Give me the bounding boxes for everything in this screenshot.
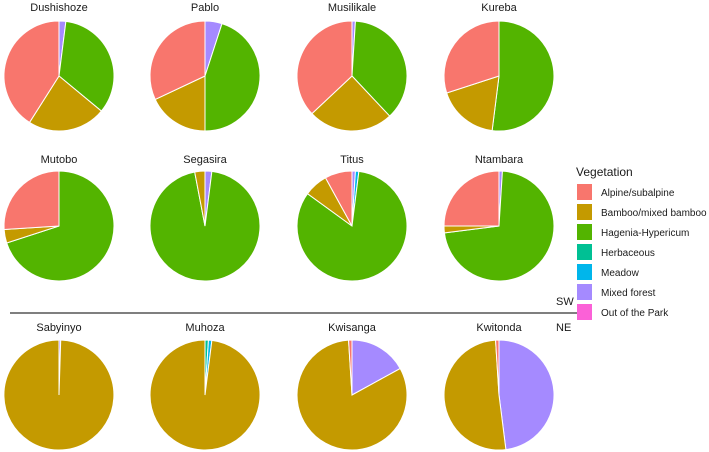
pie-slice-bamboo-mixed-bamboo	[194, 170, 206, 227]
panel-title: Muhoza	[185, 322, 225, 334]
panel-title: Ntambara	[475, 154, 524, 166]
pie-slice-bamboo-mixed-bamboo	[28, 75, 103, 132]
legend-swatch-alpine-subalpine	[577, 184, 592, 200]
legend-swatch-herbaceous	[577, 244, 592, 260]
pie-slice-hagenia-hypericum	[491, 20, 555, 132]
legend-title: Vegetation	[576, 165, 633, 179]
panel-title: Kwitonda	[476, 322, 522, 334]
pie-panel-kureba: Kureba	[443, 2, 555, 132]
pie-panel-muhoza: Muhoza	[149, 322, 261, 451]
pie-slice-hagenia-hypericum	[149, 170, 261, 282]
pie-slice-hagenia-hypericum	[351, 20, 408, 117]
legend: Vegetation Alpine/subalpine Bamboo/mixed …	[576, 165, 707, 320]
pie-panels: Dushishoze Pablo Musilikale Kureba Mutobo Seg…	[3, 2, 555, 451]
legend-label-meadow: Meadow	[601, 268, 640, 279]
pie-panel-titus: Titus	[296, 154, 408, 282]
sw-label: SW	[556, 296, 574, 308]
pie-panel-pablo: Pablo	[149, 2, 261, 132]
panel-title: Mutobo	[41, 154, 78, 166]
pie-slice-alpine-subalpine	[348, 339, 353, 396]
panel-title: Sabyinyo	[36, 322, 81, 334]
pie-slice-alpine-subalpine	[495, 339, 500, 396]
pie-slice-bamboo-mixed-bamboo	[443, 339, 507, 451]
pie-panel-kwitonda: Kwitonda	[443, 322, 555, 451]
pie-panel-mutobo: Mutobo	[3, 154, 115, 282]
panel-title: Kureba	[481, 2, 517, 14]
panel-title: Musilikale	[328, 2, 376, 14]
pie-slice-alpine-subalpine	[443, 170, 500, 227]
panel-title: Titus	[340, 154, 364, 166]
legend-label-herbaceous: Herbaceous	[601, 248, 655, 259]
legend-swatch-out-of-the-park	[577, 304, 592, 320]
pie-slice-hagenia-hypericum	[204, 23, 261, 132]
pie-slice-bamboo-mixed-bamboo	[311, 75, 391, 132]
pie-slice-hagenia-hypericum	[58, 20, 115, 112]
pie-slice-hagenia-hypericum	[6, 170, 115, 282]
panel-title: Pablo	[191, 2, 219, 14]
pie-panel-segasira: Segasira	[149, 154, 261, 282]
legend-label-alpine-subalpine: Alpine/subalpine	[601, 188, 675, 199]
legend-swatch-mixed-forest	[577, 284, 592, 300]
pie-panel-dushishoze: Dushishoze	[3, 2, 115, 132]
pie-slice-alpine-subalpine	[443, 20, 500, 94]
pie-slice-bamboo-mixed-bamboo	[149, 339, 261, 451]
pie-slice-mixed-forest	[351, 339, 401, 396]
pie-slice-alpine-subalpine	[3, 170, 60, 230]
pie-slice-bamboo-mixed-bamboo	[3, 339, 115, 451]
pie-slice-alpine-subalpine	[296, 20, 353, 115]
pie-slice-bamboo-mixed-bamboo	[446, 75, 500, 132]
pie-slice-alpine-subalpine	[3, 20, 60, 124]
legend-swatch-bamboo-mixed-bamboo	[577, 204, 592, 220]
pie-slice-hagenia-hypericum	[296, 170, 408, 282]
legend-swatch-hagenia-hypericum	[577, 224, 592, 240]
pie-slice-alpine-subalpine	[149, 20, 206, 101]
legend-label-bamboo-mixed-bamboo: Bamboo/mixed bamboo	[601, 208, 707, 219]
legend-label-hagenia-hypericum: Hagenia-Hypericum	[601, 228, 689, 239]
legend-swatch-meadow	[577, 264, 592, 280]
pie-panel-musilikale: Musilikale	[296, 2, 408, 132]
pie-panel-ntambara: Ntambara	[443, 154, 555, 282]
legend-label-out-of-the-park: Out of the Park	[601, 308, 669, 319]
panel-title: Kwisanga	[328, 322, 377, 334]
panel-title: Segasira	[183, 154, 227, 166]
legend-label-mixed-forest: Mixed forest	[601, 288, 656, 299]
pie-panel-sabyinyo: Sabyinyo	[3, 322, 115, 451]
pie-slice-bamboo-mixed-bamboo	[154, 75, 206, 132]
pie-slice-mixed-forest	[498, 339, 555, 451]
pie-panel-kwisanga: Kwisanga	[296, 322, 408, 451]
ne-label: NE	[556, 322, 571, 334]
panel-title: Dushishoze	[30, 2, 87, 14]
pie-slice-alpine-subalpine	[324, 170, 353, 227]
